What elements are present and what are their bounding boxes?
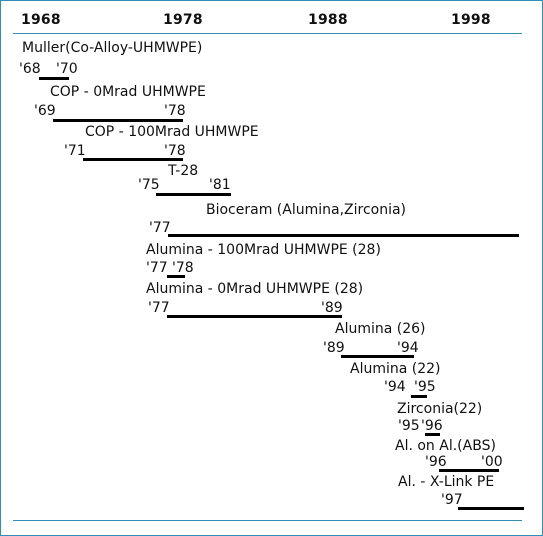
product-end-year: '70 xyxy=(56,61,78,77)
product-period-bar xyxy=(167,315,342,318)
product-end-year: '89 xyxy=(321,300,343,316)
product-name-alumina-0mrad: Alumina - 0Mrad UHMWPE (28) xyxy=(146,281,364,297)
product-end-year: '81 xyxy=(209,177,231,193)
product-period-bar xyxy=(411,395,427,398)
product-end-year: '78 xyxy=(172,260,194,276)
axis-year-1988: 1988 xyxy=(308,12,348,28)
product-name-cop-100mrad: COP - 100Mrad UHMWPE xyxy=(85,124,259,140)
product-period-bar xyxy=(156,193,231,196)
axis-year-1968: 1968 xyxy=(21,12,61,28)
product-period-bar xyxy=(439,469,499,472)
product-end-year: '78 xyxy=(164,143,186,159)
product-name-alumina-100mrad: Alumina - 100Mrad UHMWPE (28) xyxy=(146,242,381,258)
product-period-bar xyxy=(53,119,183,122)
axis-bottom-line xyxy=(13,520,522,521)
product-start-year: '77 xyxy=(149,220,171,236)
product-end-year: '96 xyxy=(421,418,443,434)
product-end-year: '95 xyxy=(414,379,436,395)
product-period-bar xyxy=(39,77,69,80)
product-name-alumina-22: Alumina (22) xyxy=(350,361,441,377)
product-period-bar xyxy=(167,275,185,278)
product-start-year: '95 xyxy=(398,418,420,434)
axis-year-1978: 1978 xyxy=(163,12,203,28)
product-start-year: '97 xyxy=(441,492,463,508)
product-name-cop-0mrad: COP - 0Mrad UHMWPE xyxy=(50,84,206,100)
product-start-year: '77 xyxy=(148,300,170,316)
product-start-year: '71 xyxy=(64,143,86,159)
axis-top-line xyxy=(13,33,522,34)
product-start-year: '68 xyxy=(19,61,41,77)
product-name-bioceram: Bioceram (Alumina,Zirconia) xyxy=(206,202,407,218)
product-name-t28: T-28 xyxy=(168,163,199,179)
product-start-year: '69 xyxy=(34,103,56,119)
product-name-al-on-al: Al. on Al.(ABS) xyxy=(395,438,496,454)
product-start-year: '89 xyxy=(323,340,345,356)
product-start-year: '75 xyxy=(138,177,160,193)
product-name-al-xlink-pe: Al. - X-Link PE xyxy=(398,474,495,490)
product-start-year: '77 xyxy=(146,260,168,276)
product-name-muller: Muller(Co-Alloy-UHMWPE) xyxy=(22,40,203,56)
product-period-bar xyxy=(458,507,524,510)
product-period-bar xyxy=(168,234,519,237)
axis-year-1998: 1998 xyxy=(451,12,491,28)
product-period-bar xyxy=(83,158,183,161)
product-period-bar xyxy=(425,433,440,436)
product-name-zirconia-22: Zirconia(22) xyxy=(397,401,483,417)
product-start-year: '94 xyxy=(384,379,406,395)
product-end-year: '00 xyxy=(481,454,503,470)
product-name-alumina-26: Alumina (26) xyxy=(335,321,426,337)
product-start-year: '96 xyxy=(425,454,447,470)
product-end-year: '94 xyxy=(397,340,419,356)
product-period-bar xyxy=(341,355,414,358)
product-end-year: '78 xyxy=(164,103,186,119)
